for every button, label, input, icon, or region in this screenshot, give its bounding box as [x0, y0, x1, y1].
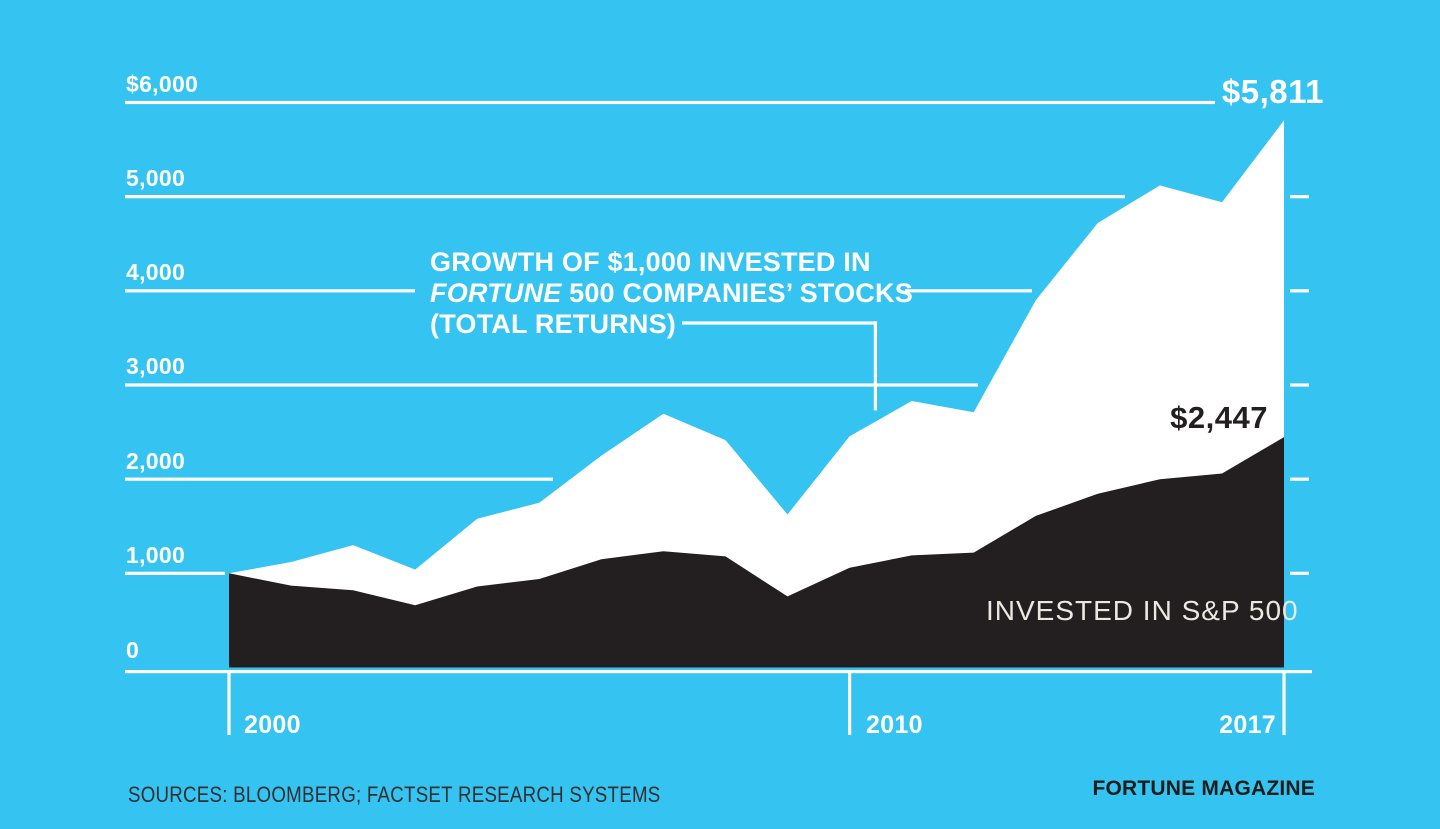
y-axis-label: 0 [126, 637, 140, 663]
gridline-1000 [125, 571, 225, 575]
annotation-connector-vertical [873, 321, 877, 411]
gridline-4000 [905, 289, 1032, 293]
y-axis-label: 3,000 [126, 353, 186, 379]
y-axis-label: 1,000 [126, 542, 186, 568]
annotation-line-2: FORTUNE 500 COMPANIES’ STOCKS [430, 278, 913, 309]
gridline-4000 [125, 289, 415, 293]
fortune-500-end-value: $5,811 [1221, 73, 1324, 110]
x-axis-label-2000: 2000 [244, 711, 301, 739]
annotation-connector-horizontal [682, 321, 877, 325]
gridline-5000 [125, 195, 1125, 199]
x-axis-label-2017: 2017 [1219, 711, 1276, 739]
x-tick-2017 [1282, 670, 1286, 735]
right-tick-3000 [1290, 383, 1309, 387]
chart-annotation: GROWTH OF $1,000 INVESTED IN FORTUNE 500… [430, 247, 913, 340]
gridline-2000 [125, 477, 553, 481]
sp-500-series-label: INVESTED IN S&P 500 [986, 595, 1299, 626]
y-axis-label: $6,000 [126, 71, 199, 97]
right-tick-1000 [1290, 571, 1309, 575]
annotation-line-1: GROWTH OF $1,000 INVESTED IN [430, 247, 871, 277]
x-tick-2010 [848, 670, 852, 735]
sources-text: SOURCES: BLOOMBERG; FACTSET RESEARCH SYS… [128, 782, 661, 807]
sp-500-end-value: $2,447 [1170, 400, 1268, 435]
right-tick-4000 [1290, 289, 1309, 293]
gridline-6000 [125, 100, 1215, 105]
x-axis-line [125, 670, 1312, 674]
gridline-3000 [125, 383, 978, 387]
x-axis-label-2010: 2010 [866, 711, 923, 739]
right-tick-5000 [1290, 195, 1309, 199]
annotation-line-3: (TOTAL RETURNS) [430, 309, 676, 339]
annotation-fortune-word: FORTUNE [430, 278, 562, 308]
annotation-line-2-rest: 500 COMPANIES’ STOCKS [561, 278, 913, 308]
right-tick-2000 [1290, 477, 1309, 481]
sp-500-area [229, 437, 1284, 668]
y-axis-label: 4,000 [126, 259, 186, 285]
credit-text: FORTUNE MAGAZINE [1092, 777, 1315, 800]
y-axis-label: 5,000 [126, 165, 186, 191]
x-tick-2000 [227, 670, 231, 735]
y-axis-label: 2,000 [126, 448, 186, 474]
